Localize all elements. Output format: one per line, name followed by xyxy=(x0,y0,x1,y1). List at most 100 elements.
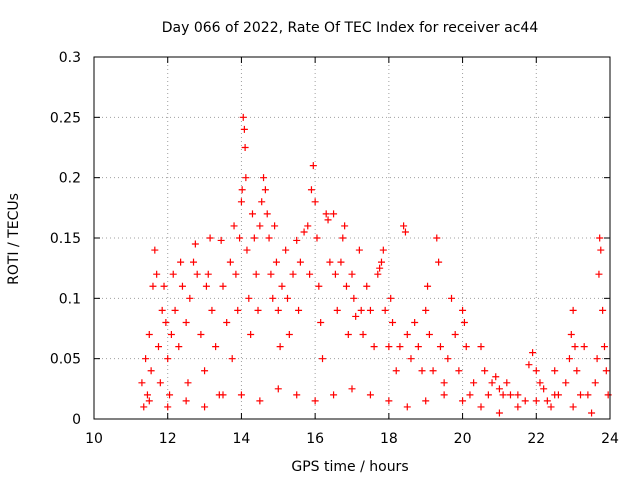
data-point xyxy=(147,367,155,375)
data-point xyxy=(481,367,489,375)
data-point xyxy=(239,113,247,121)
data-point xyxy=(256,397,264,405)
data-point xyxy=(267,270,275,278)
data-point xyxy=(149,282,157,290)
x-tick-label: 12 xyxy=(159,431,177,447)
y-tick-label: 0.15 xyxy=(50,231,81,247)
data-point xyxy=(596,234,604,242)
data-point xyxy=(506,391,514,399)
data-point xyxy=(387,294,395,302)
y-axis-label: ROTI / TECUs xyxy=(6,193,22,285)
data-point xyxy=(370,343,378,351)
data-point xyxy=(252,270,260,278)
data-point xyxy=(424,282,432,290)
data-point xyxy=(217,236,225,244)
data-point xyxy=(344,331,352,339)
data-point xyxy=(484,391,492,399)
data-point xyxy=(350,294,358,302)
x-tick-label: 24 xyxy=(601,431,619,447)
data-point xyxy=(488,379,496,387)
data-point xyxy=(138,379,146,387)
data-point xyxy=(311,198,319,206)
data-point xyxy=(145,397,153,405)
data-point xyxy=(567,331,575,339)
data-point xyxy=(403,331,411,339)
data-point xyxy=(282,246,290,254)
data-point xyxy=(256,222,264,230)
data-point xyxy=(242,174,250,182)
data-point xyxy=(333,306,341,314)
data-point xyxy=(219,282,227,290)
data-point xyxy=(237,391,245,399)
data-point xyxy=(304,222,312,230)
data-point xyxy=(379,246,387,254)
data-point xyxy=(470,379,478,387)
data-point xyxy=(448,294,456,302)
data-point xyxy=(254,306,262,314)
data-point xyxy=(591,379,599,387)
data-point xyxy=(444,355,452,363)
data-point xyxy=(156,379,164,387)
data-point xyxy=(543,397,551,405)
data-points xyxy=(138,113,612,417)
data-point xyxy=(307,186,315,194)
y-tick-label: 0.05 xyxy=(50,352,81,368)
data-point xyxy=(190,258,198,266)
data-point xyxy=(271,222,279,230)
data-point xyxy=(245,294,253,302)
data-point xyxy=(248,210,256,218)
data-point xyxy=(407,355,415,363)
data-point xyxy=(595,270,603,278)
data-point xyxy=(208,306,216,314)
data-point xyxy=(293,236,301,244)
data-point xyxy=(422,397,430,405)
data-point xyxy=(429,367,437,375)
x-tick-label: 10 xyxy=(85,431,103,447)
data-point xyxy=(374,270,382,278)
data-point xyxy=(376,264,384,272)
data-point xyxy=(455,367,463,375)
data-point xyxy=(436,343,444,351)
data-point xyxy=(313,234,321,242)
x-tick-label: 20 xyxy=(454,431,472,447)
data-point xyxy=(300,228,308,236)
data-point xyxy=(265,234,273,242)
data-point xyxy=(460,318,468,326)
data-point xyxy=(401,228,409,236)
data-point xyxy=(232,270,240,278)
data-point xyxy=(477,403,485,411)
data-point xyxy=(339,234,347,242)
data-point xyxy=(237,198,245,206)
data-point xyxy=(296,258,304,266)
data-point xyxy=(274,306,282,314)
data-point xyxy=(400,222,408,230)
data-point xyxy=(521,397,529,405)
data-point xyxy=(411,318,419,326)
data-point xyxy=(177,258,185,266)
data-point xyxy=(366,391,374,399)
data-point xyxy=(403,403,411,411)
data-point xyxy=(243,246,251,254)
data-point xyxy=(514,391,522,399)
data-point xyxy=(167,331,175,339)
data-point xyxy=(202,282,210,290)
data-point xyxy=(536,379,544,387)
data-point xyxy=(440,391,448,399)
data-point xyxy=(193,270,201,278)
data-point xyxy=(525,361,533,369)
data-point xyxy=(326,258,334,266)
data-point xyxy=(274,385,282,393)
data-point xyxy=(359,331,367,339)
data-point xyxy=(160,282,168,290)
data-point xyxy=(236,234,244,242)
data-point xyxy=(562,379,570,387)
data-point xyxy=(247,331,255,339)
data-point xyxy=(477,343,485,351)
data-point xyxy=(315,282,323,290)
data-point xyxy=(311,397,319,405)
data-point xyxy=(573,367,581,375)
data-point xyxy=(324,216,332,224)
chart-title: Day 066 of 2022, Rate Of TEC Index for r… xyxy=(162,20,539,36)
data-point xyxy=(212,343,220,351)
